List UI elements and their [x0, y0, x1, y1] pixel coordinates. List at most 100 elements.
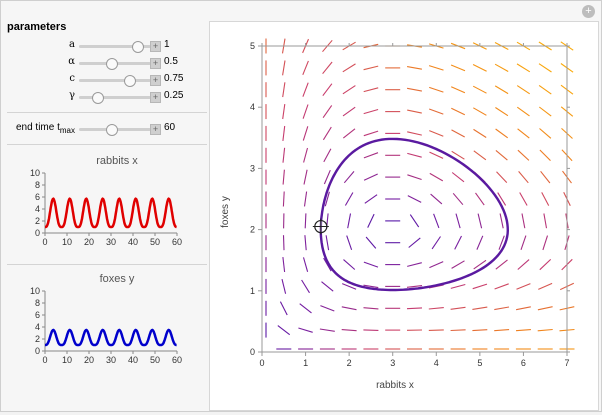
slider-row-a: a + 1: [7, 39, 207, 53]
slider-label-gamma: γ: [69, 90, 75, 101]
field-segment: [298, 328, 312, 332]
slider-end-time-expand-icon[interactable]: +: [150, 124, 161, 135]
slider-a-expand-icon[interactable]: +: [150, 41, 161, 52]
slider-row-c: c + 0.75: [7, 73, 207, 87]
slider-alpha-thumb[interactable]: [106, 58, 118, 70]
field-segment: [500, 214, 503, 229]
field-segment: [345, 193, 353, 206]
field-segment: [494, 307, 509, 310]
field-segment: [429, 66, 443, 71]
slider-c[interactable]: [79, 79, 151, 82]
y-tick-label: 0: [250, 347, 255, 357]
field-segment: [516, 330, 531, 331]
slider-a[interactable]: [79, 45, 151, 48]
slider-end-time[interactable]: [79, 128, 151, 131]
field-segment: [429, 87, 443, 92]
initial-point-locator[interactable]: [313, 219, 329, 235]
field-segment: [300, 304, 312, 313]
field-segment: [540, 129, 551, 139]
field-segment: [495, 86, 508, 94]
field-segment: [407, 153, 421, 157]
field-segment: [323, 62, 333, 74]
field-segment: [541, 171, 550, 183]
foxes-y-tick-label: 10: [30, 286, 40, 296]
end-time-label: end time tmax: [16, 122, 75, 135]
field-segment: [364, 110, 378, 114]
field-segment: [518, 129, 530, 138]
field-segment: [451, 108, 465, 115]
rabbits-chart-title: rabbits x: [96, 155, 138, 167]
field-segment: [430, 152, 444, 158]
slider-c-expand-icon[interactable]: +: [150, 75, 161, 86]
slider-label-c: c: [69, 73, 75, 84]
foxes-series-line: [45, 330, 177, 345]
reset-icon[interactable]: +: [582, 5, 595, 18]
field-segment: [302, 280, 310, 293]
field-segment: [282, 279, 286, 294]
foxes-x-tick-label: 50: [150, 355, 160, 365]
divider: [7, 112, 207, 113]
slider-gamma-thumb[interactable]: [92, 92, 104, 104]
field-segment: [365, 195, 377, 204]
rabbits-x-tick-label: 60: [172, 237, 182, 247]
field-segment: [344, 171, 354, 182]
y-tick-label: 3: [250, 163, 255, 173]
field-segment: [364, 131, 378, 136]
field-segment: [303, 61, 309, 75]
field-segment: [283, 148, 285, 163]
slider-gamma[interactable]: [79, 96, 151, 99]
field-segment: [521, 236, 526, 250]
divider: [7, 264, 207, 265]
field-segment: [451, 330, 466, 331]
rabbits-y-tick-label: 4: [35, 204, 40, 214]
x-tick-label: 5: [477, 358, 482, 368]
rabbits-y-tick-label: 0: [35, 228, 40, 238]
slider-c-thumb[interactable]: [124, 75, 136, 87]
field-segment: [326, 235, 329, 250]
x-tick-label: 1: [303, 358, 308, 368]
field-segment: [539, 64, 552, 72]
slider-a-thumb[interactable]: [132, 41, 144, 53]
y-axis-label: foxes y: [220, 196, 231, 228]
field-segment: [476, 193, 485, 205]
field-segment: [472, 330, 487, 331]
field-segment: [283, 170, 284, 185]
field-segment: [284, 235, 285, 250]
x-tick-label: 6: [521, 358, 526, 368]
slider-end-time-thumb[interactable]: [106, 124, 118, 136]
end-time-value: 60: [164, 122, 175, 133]
field-segment: [451, 307, 466, 309]
field-segment: [456, 214, 460, 229]
field-segment: [283, 126, 285, 141]
field-segment: [324, 170, 330, 184]
foxes-x-tick-label: 60: [172, 355, 182, 365]
slider-alpha[interactable]: [79, 62, 151, 65]
field-segment: [342, 330, 357, 331]
divider: [7, 144, 207, 145]
field-segment: [453, 193, 463, 204]
rabbits-y-tick-label: 10: [30, 168, 40, 178]
field-segment: [368, 214, 374, 228]
slider-gamma-expand-icon[interactable]: +: [150, 92, 161, 103]
foxes-x-tick-label: 0: [42, 355, 47, 365]
field-segment: [407, 263, 422, 267]
field-segment: [477, 236, 483, 250]
field-segment: [539, 85, 551, 94]
field-segment: [473, 108, 486, 116]
field-segment: [408, 196, 421, 203]
field-segment: [283, 82, 285, 97]
foxes-y-tick-label: 0: [35, 346, 40, 356]
slider-row-alpha: α + 0.5: [7, 56, 207, 70]
foxes-chart-title: foxes y: [100, 273, 135, 285]
field-segment: [305, 213, 306, 228]
field-segment: [495, 284, 509, 289]
rabbits-y-tick-label: 2: [35, 216, 40, 226]
field-segment: [434, 214, 439, 228]
field-segment: [364, 308, 379, 309]
field-segment: [409, 238, 421, 248]
field-segment: [364, 174, 378, 180]
field-segment: [407, 88, 422, 91]
rabbits-x-tick-label: 10: [62, 237, 72, 247]
slider-alpha-expand-icon[interactable]: +: [150, 58, 161, 69]
